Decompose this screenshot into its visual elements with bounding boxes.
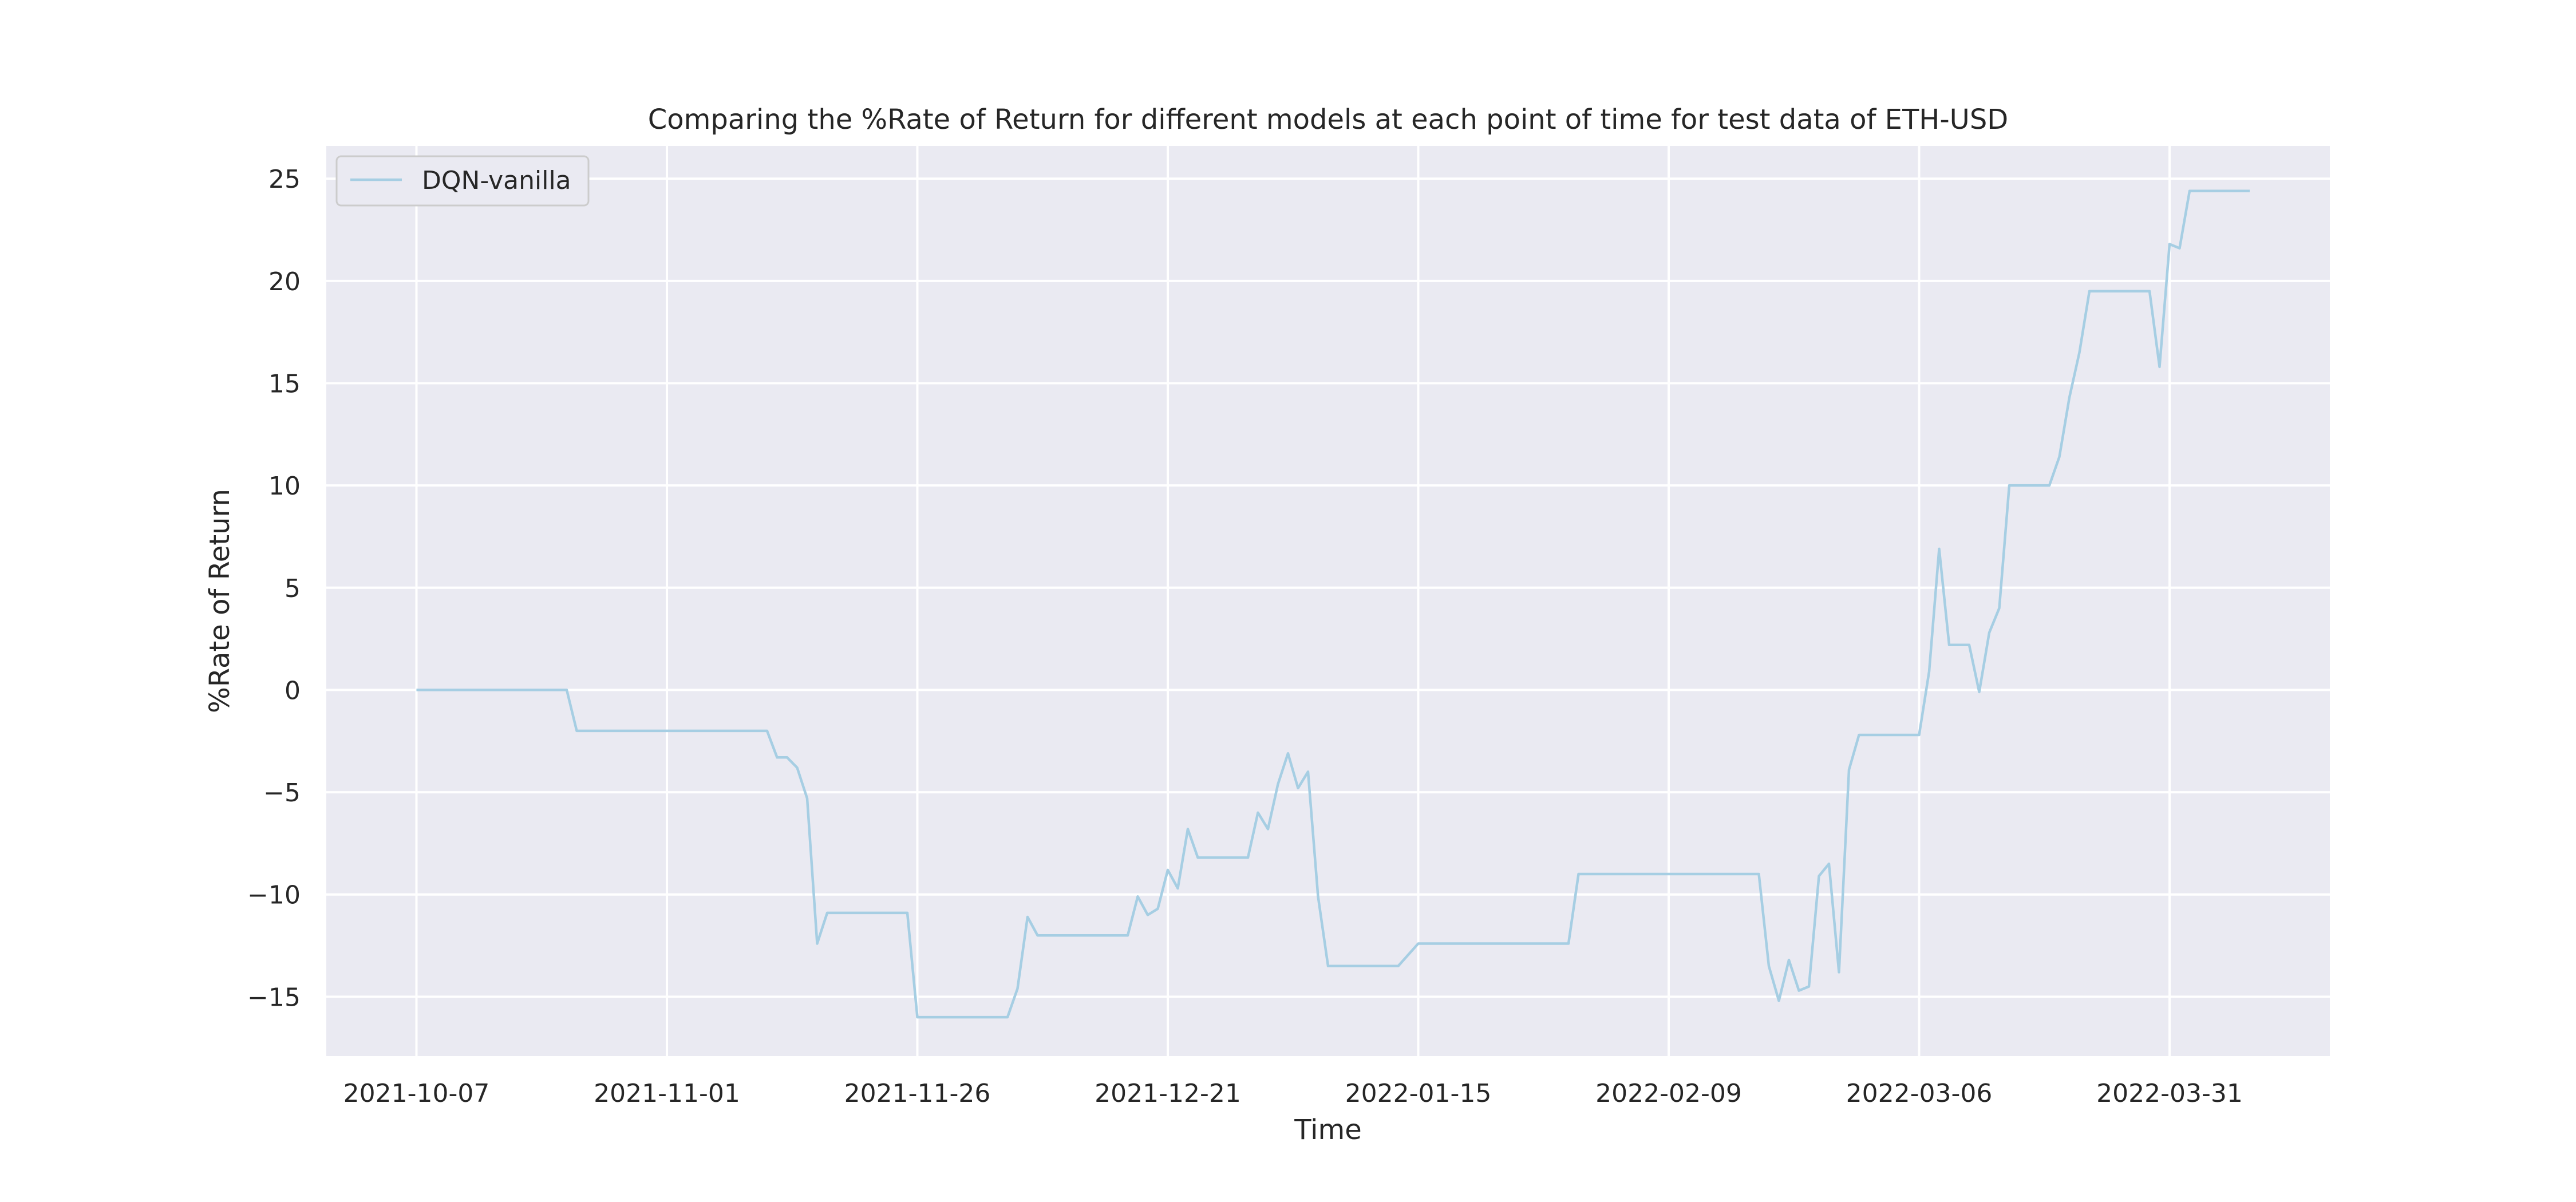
legend-box <box>335 155 590 207</box>
y-tick-label: 15 <box>268 369 301 398</box>
y-tick-label: 20 <box>268 267 301 296</box>
x-axis-label: Time <box>1294 1114 1361 1146</box>
y-tick-label: −15 <box>247 983 301 1012</box>
y-tick-label: −5 <box>263 778 301 808</box>
y-tick-label: 25 <box>268 165 301 194</box>
chart-title: Comparing the %Rate of Return for differ… <box>648 104 2009 136</box>
x-tick-label: 2022-01-15 <box>1345 1079 1492 1108</box>
x-tick-label: 2021-12-21 <box>1095 1079 1241 1108</box>
series-group <box>416 189 2250 1019</box>
x-tick-label: 2022-02-09 <box>1595 1079 1742 1108</box>
x-tick-label: 2022-03-06 <box>1846 1079 1993 1108</box>
grid <box>326 146 2330 1056</box>
y-tick-label: −10 <box>247 881 301 910</box>
y-tick-label: 5 <box>285 574 301 603</box>
y-tick-labels: −15 −10 −5 0 5 10 15 20 25 <box>247 165 301 1012</box>
x-tick-label: 2021-11-26 <box>844 1079 991 1108</box>
legend: DQN-vanilla <box>335 155 590 207</box>
y-tick-label: 0 <box>285 676 301 705</box>
plot-area <box>326 146 2330 1056</box>
y-tick-label: 10 <box>268 472 301 501</box>
x-tick-label: 2022-03-31 <box>2096 1079 2243 1108</box>
series-line-0 <box>416 189 2250 1019</box>
y-axis-label: %Rate of Return <box>204 489 236 713</box>
x-tick-labels: 2021-10-07 2021-11-01 2021-11-26 2021-12-21… <box>343 1079 2243 1108</box>
legend-label: DQN-vanilla <box>422 166 571 195</box>
x-tick-label: 2021-10-07 <box>343 1079 490 1108</box>
x-tick-label: 2021-11-01 <box>594 1079 740 1108</box>
